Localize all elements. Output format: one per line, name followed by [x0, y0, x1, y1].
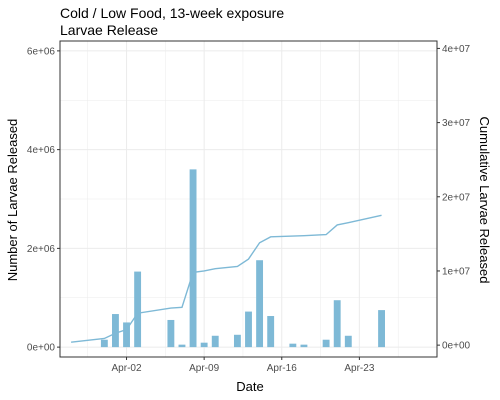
y-right-axis-title: Cumulative Larvae Released — [477, 117, 492, 284]
y-right-tick-label: 4e+07 — [442, 44, 471, 55]
cumulative-line — [71, 214, 382, 343]
y-left-axis-ticks: 0e+00 2e+06 4e+06 6e+06 — [27, 46, 60, 354]
x-tick-label: Apr-16 — [267, 363, 297, 374]
x-tick-label: Apr-09 — [189, 363, 219, 374]
bar — [112, 314, 119, 348]
bar — [322, 339, 330, 348]
bar — [211, 335, 219, 348]
y-right-tick-label: 1e+07 — [442, 266, 471, 277]
bar — [289, 343, 297, 348]
bar — [333, 300, 341, 348]
bar — [100, 339, 108, 348]
bar — [267, 316, 275, 348]
y-right-axis-ticks: 0e+00 1e+07 2e+07 3e+07 4e+07 — [437, 44, 471, 352]
y-right-tick-label: 2e+07 — [442, 192, 471, 203]
bar-series — [100, 169, 385, 348]
bar — [256, 260, 264, 348]
bar — [200, 342, 208, 348]
x-tick-label: Apr-23 — [344, 363, 374, 374]
y-right-tick-label: 3e+07 — [442, 118, 471, 129]
y-left-tick-label: 2e+06 — [27, 244, 56, 255]
bar — [123, 322, 130, 348]
chart-title: Cold / Low Food, 13-week exposure — [60, 5, 284, 21]
bar — [167, 319, 175, 348]
y-left-tick-label: 4e+06 — [27, 145, 56, 156]
chart-subtitle: Larvae Release — [60, 22, 158, 38]
bar — [300, 344, 308, 348]
x-axis-title: Date — [236, 379, 263, 394]
bar — [233, 334, 241, 348]
panel-border — [59, 40, 438, 358]
y-left-axis-title: Number of Larvae Released — [5, 119, 20, 282]
bar — [378, 310, 385, 348]
bar — [245, 311, 252, 348]
y-left-tick-label: 6e+06 — [27, 46, 56, 57]
bar — [134, 271, 142, 348]
cumulative-line-series — [71, 214, 382, 343]
y-left-tick-label: 0e+00 — [27, 343, 56, 354]
bar — [189, 169, 197, 348]
x-tick-label: Apr-02 — [112, 363, 142, 374]
gridlines — [60, 41, 437, 357]
bar — [344, 335, 352, 348]
bar — [178, 344, 186, 348]
y-right-tick-label: 0e+00 — [442, 341, 471, 352]
x-axis-ticks: Apr-02 Apr-09 Apr-16 Apr-23 — [112, 357, 375, 374]
